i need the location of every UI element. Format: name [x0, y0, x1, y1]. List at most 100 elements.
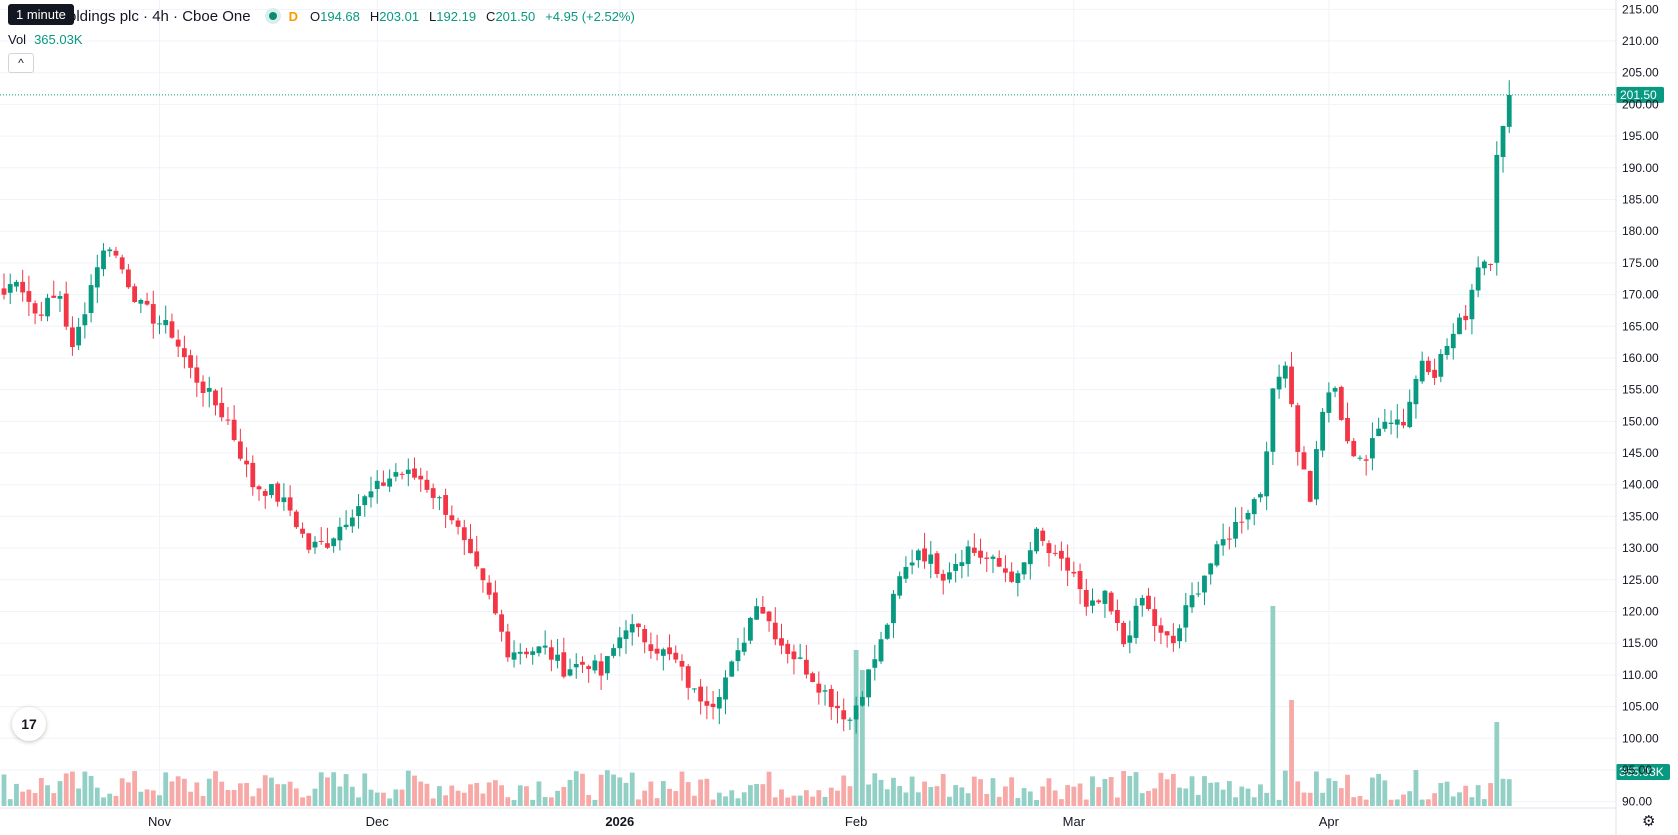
candle[interactable] [368, 476, 374, 508]
candle[interactable] [629, 614, 635, 646]
candle[interactable] [915, 548, 921, 568]
candle[interactable] [499, 609, 504, 642]
candle[interactable] [468, 524, 473, 554]
candle[interactable] [269, 484, 274, 499]
candle[interactable] [312, 536, 318, 554]
candle[interactable] [922, 532, 927, 569]
candle[interactable] [1189, 582, 1195, 613]
candle[interactable] [828, 684, 834, 720]
candle[interactable] [785, 639, 791, 664]
candle[interactable] [1046, 540, 1052, 567]
candle[interactable] [660, 647, 666, 671]
candle[interactable] [598, 653, 604, 690]
candle[interactable] [430, 483, 436, 510]
candle[interactable] [418, 467, 424, 493]
candle[interactable] [1438, 349, 1444, 383]
candle[interactable] [437, 495, 442, 511]
candle[interactable] [126, 264, 131, 289]
candle[interactable] [1245, 509, 1251, 530]
candle[interactable] [1307, 470, 1313, 503]
candle[interactable] [262, 488, 268, 509]
candle[interactable] [704, 686, 710, 720]
candle[interactable] [934, 550, 940, 578]
candle[interactable] [1301, 446, 1307, 470]
candle[interactable] [51, 280, 57, 298]
candle[interactable] [1214, 540, 1220, 568]
candle[interactable] [237, 428, 243, 461]
candle[interactable] [928, 540, 934, 579]
candle[interactable] [1332, 386, 1338, 398]
candle[interactable] [1052, 544, 1058, 557]
candle[interactable] [872, 644, 878, 681]
candle[interactable] [188, 349, 193, 379]
candle[interactable] [1351, 437, 1357, 458]
candle[interactable] [349, 509, 355, 533]
candle[interactable] [1270, 388, 1276, 465]
gear-icon[interactable]: ⚙ [1642, 813, 1656, 830]
candle[interactable] [455, 517, 461, 535]
candle[interactable] [1475, 256, 1481, 298]
candle[interactable] [673, 645, 679, 664]
candle[interactable] [1289, 352, 1294, 408]
candle[interactable] [947, 562, 952, 584]
candle[interactable] [1083, 578, 1089, 616]
candle[interactable] [1444, 338, 1450, 360]
candle[interactable] [1264, 441, 1270, 511]
candle[interactable] [1183, 592, 1189, 643]
candle[interactable] [1295, 402, 1301, 466]
candle[interactable] [1208, 562, 1214, 585]
candle[interactable] [1239, 506, 1245, 534]
candle[interactable] [1090, 588, 1095, 614]
candle[interactable] [1388, 410, 1394, 435]
candle[interactable] [132, 283, 138, 304]
candle[interactable] [1114, 599, 1120, 631]
candle[interactable] [1407, 389, 1413, 429]
candle[interactable] [486, 575, 492, 600]
candle[interactable] [1488, 263, 1493, 272]
candle[interactable] [474, 535, 480, 570]
candle[interactable] [1108, 590, 1114, 615]
candle[interactable] [343, 510, 349, 530]
candle[interactable] [250, 455, 256, 496]
candle[interactable] [897, 571, 903, 599]
candle[interactable] [7, 273, 13, 304]
candle[interactable] [225, 407, 231, 425]
candle[interactable] [1500, 125, 1506, 173]
candle[interactable] [692, 688, 697, 693]
candle[interactable] [169, 313, 175, 339]
candle[interactable] [1059, 541, 1064, 571]
candle[interactable] [45, 293, 50, 322]
candle[interactable] [642, 624, 648, 654]
candle[interactable] [1015, 570, 1021, 597]
candle[interactable] [1021, 562, 1027, 580]
candle[interactable] [107, 247, 113, 257]
candle[interactable] [654, 634, 660, 661]
candle[interactable] [88, 274, 94, 323]
candle[interactable] [1494, 141, 1500, 276]
candle[interactable] [604, 655, 610, 680]
collapse-legend-button[interactable]: ^ [8, 53, 34, 73]
candle[interactable] [996, 550, 1002, 567]
market-status-badge[interactable]: D [288, 8, 298, 24]
candle[interactable] [1326, 382, 1332, 423]
candle[interactable] [573, 653, 579, 679]
candle[interactable] [374, 470, 380, 504]
candle[interactable] [231, 405, 237, 442]
candle[interactable] [157, 315, 162, 335]
candle[interactable] [144, 292, 150, 306]
candle[interactable] [405, 458, 411, 487]
candle[interactable] [281, 483, 287, 511]
candle[interactable] [1096, 599, 1102, 605]
candle[interactable] [94, 254, 100, 304]
candle[interactable] [1133, 598, 1139, 644]
candle[interactable] [1450, 323, 1456, 360]
candle[interactable] [181, 335, 187, 369]
candle[interactable] [337, 517, 343, 551]
candle[interactable] [1040, 527, 1046, 546]
candle[interactable] [1071, 561, 1077, 578]
candle[interactable] [791, 644, 797, 675]
candle[interactable] [194, 355, 200, 398]
candle[interactable] [1469, 284, 1475, 335]
candle[interactable] [1276, 364, 1282, 399]
candle[interactable] [859, 691, 865, 707]
